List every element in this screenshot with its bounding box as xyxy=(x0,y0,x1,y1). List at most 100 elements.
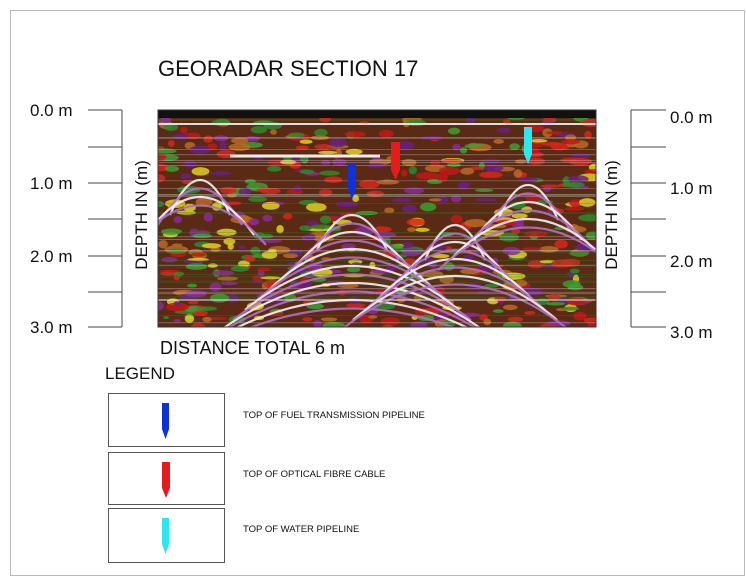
tick-label: 3.0 m xyxy=(30,318,73,337)
legend-title: LEGEND xyxy=(105,364,175,383)
page: GEORADAR SECTION 17 0.0 m 1.0 m 2.0 m 3.… xyxy=(0,0,746,577)
texture-blob xyxy=(161,228,182,234)
axis-label: DEPTH IN (m) xyxy=(132,160,151,270)
texture-blob xyxy=(202,243,221,248)
texture-blob xyxy=(257,267,271,271)
tick-label: 1.0 m xyxy=(30,174,73,193)
texture-blob xyxy=(567,298,587,306)
texture-blob xyxy=(263,122,282,130)
texture-blob xyxy=(174,216,182,223)
texture-blob xyxy=(188,301,199,305)
texture-blob xyxy=(174,319,182,322)
texture-blob xyxy=(569,251,589,256)
texture-blob xyxy=(283,213,293,219)
texture-blob xyxy=(262,215,272,222)
texture-blob xyxy=(542,142,561,147)
texture-blob xyxy=(191,252,206,256)
texture-blob xyxy=(514,169,523,178)
texture-blob xyxy=(262,202,280,210)
title: GEORADAR SECTION 17 xyxy=(158,56,418,81)
texture-blob xyxy=(324,176,342,183)
texture-blob xyxy=(565,206,584,211)
axis-label: DEPTH IN (m) xyxy=(602,160,621,270)
texture-blob xyxy=(204,213,213,222)
distance-label: DISTANCE TOTAL 6 m xyxy=(160,338,345,358)
texture-blob xyxy=(306,203,326,212)
texture-blob xyxy=(319,171,340,176)
texture-blob xyxy=(384,208,394,214)
texture-blob xyxy=(192,167,210,176)
legend-label: TOP OF FUEL TRANSMISSION PIPELINE xyxy=(243,410,425,421)
radargram-top-band xyxy=(158,110,596,118)
texture-blob xyxy=(379,130,394,138)
texture-blob xyxy=(311,225,332,230)
texture-blob xyxy=(584,131,591,139)
texture-blob xyxy=(238,246,246,249)
texture-blob xyxy=(300,169,315,174)
texture-blob xyxy=(460,168,474,175)
texture-blob xyxy=(415,228,430,232)
tick-label: 0.0 m xyxy=(670,108,713,127)
radargram xyxy=(134,110,618,360)
texture-blob xyxy=(483,319,491,326)
texture-blob xyxy=(187,284,197,288)
texture-blob xyxy=(180,127,188,134)
texture-blob xyxy=(562,307,580,311)
texture-blob xyxy=(168,140,175,147)
texture-blob xyxy=(345,131,366,137)
texture-blob xyxy=(493,139,504,144)
texture-blob xyxy=(381,317,400,326)
texture-blob xyxy=(299,225,311,231)
texture-blob xyxy=(524,311,535,315)
texture-blob xyxy=(220,187,236,194)
texture-blob xyxy=(314,129,327,137)
texture-blob xyxy=(270,129,277,134)
texture-blob xyxy=(407,219,425,226)
texture-blob xyxy=(499,233,519,242)
texture-blob xyxy=(451,215,463,224)
texture-blob xyxy=(260,276,280,279)
texture-blob xyxy=(249,218,260,225)
texture-blob xyxy=(261,188,281,194)
texture-blob xyxy=(464,144,476,148)
texture-blob xyxy=(193,310,208,315)
texture-blob xyxy=(539,246,559,253)
tick-label: 1.0 m xyxy=(670,179,713,198)
texture-blob xyxy=(161,257,177,262)
texture-blob xyxy=(314,144,332,149)
texture-blob xyxy=(209,282,221,291)
texture-blob xyxy=(561,139,580,144)
texture-blob xyxy=(186,263,208,270)
texture-blob xyxy=(177,186,200,194)
tick-label: 0.0 m xyxy=(30,101,73,120)
texture-blob xyxy=(493,309,504,313)
texture-blob xyxy=(570,269,580,274)
texture-blob xyxy=(448,128,460,135)
texture-blob xyxy=(320,216,331,224)
texture-blob xyxy=(267,166,281,172)
texture-blob xyxy=(416,172,440,179)
texture-blob xyxy=(231,266,249,272)
texture-blob xyxy=(497,128,511,133)
texture-blob xyxy=(402,205,417,213)
texture-blob xyxy=(562,182,585,188)
tick-label: 3.0 m xyxy=(670,323,713,342)
texture-blob xyxy=(248,196,267,202)
texture-blob xyxy=(439,167,460,176)
texture-blob xyxy=(192,233,211,238)
texture-blob xyxy=(311,135,329,140)
texture-blob xyxy=(174,301,180,305)
texture-blob xyxy=(503,305,518,310)
texture-blob xyxy=(401,170,407,177)
texture-blob xyxy=(571,153,590,158)
legend-label: TOP OF WATER PIPELINE xyxy=(243,524,359,535)
texture-blob xyxy=(391,198,412,202)
texture-blob xyxy=(458,182,470,187)
texture-blob xyxy=(183,160,196,167)
figure: GEORADAR SECTION 17 0.0 m 1.0 m 2.0 m 3.… xyxy=(0,0,746,577)
texture-blob xyxy=(442,159,463,164)
texture-blob xyxy=(460,147,467,153)
texture-blob xyxy=(173,272,184,276)
texture-blob xyxy=(204,135,213,142)
tick-label: 2.0 m xyxy=(30,247,73,266)
